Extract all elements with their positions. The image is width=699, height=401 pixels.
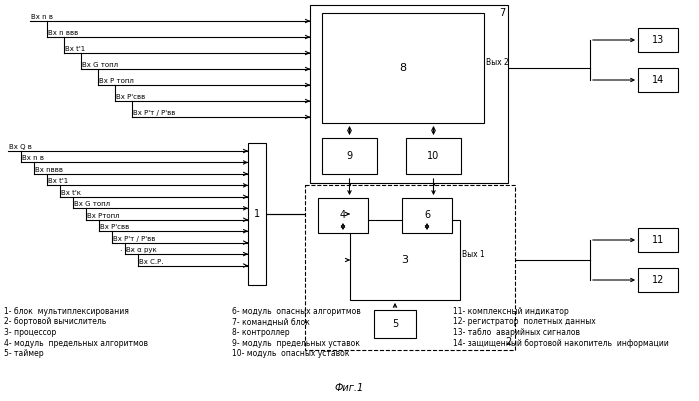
Text: Вх n ввв: Вх n ввв (48, 30, 78, 36)
Bar (350, 220, 460, 300)
Text: Вх t'к: Вх t'к (61, 190, 81, 196)
Text: Вх t'1: Вх t'1 (65, 46, 85, 52)
Text: 11- комплексный индикатор: 11- комплексный индикатор (453, 307, 569, 316)
Bar (374, 310, 416, 338)
Text: Вх P'т / P'вв: Вх P'т / P'вв (113, 236, 155, 242)
Text: 7: 7 (499, 8, 505, 18)
Text: Вх P'свв: Вх P'свв (100, 224, 129, 230)
Text: 4- модуль  предельных алгоритмов: 4- модуль предельных алгоритмов (4, 338, 148, 348)
Text: Вх G топл: Вх G топл (74, 201, 110, 207)
Text: 6: 6 (424, 211, 430, 221)
Text: 8: 8 (399, 63, 407, 73)
Text: Вх P'свв: Вх P'свв (116, 94, 145, 100)
Bar (638, 268, 678, 292)
Text: 1: 1 (254, 209, 260, 219)
Text: Вх P'т / P'вв: Вх P'т / P'вв (133, 110, 175, 116)
Text: 12- регистратор  полетных данных: 12- регистратор полетных данных (453, 318, 596, 326)
Text: 13- табло  аварийных сигналов: 13- табло аварийных сигналов (453, 328, 580, 337)
Text: 1- блок  мультиплексирования: 1- блок мультиплексирования (4, 307, 129, 316)
Text: Фиг.1: Фиг.1 (334, 383, 363, 393)
Text: 10: 10 (427, 151, 440, 161)
Text: 9: 9 (347, 151, 352, 161)
Text: 5- таймер: 5- таймер (4, 349, 43, 358)
Bar (318, 198, 368, 233)
Text: 7- командный блок: 7- командный блок (232, 318, 310, 326)
Text: 9- модуль  предельных уставок: 9- модуль предельных уставок (232, 338, 360, 348)
Bar (406, 138, 461, 174)
Text: 2- бортовой вычислитель: 2- бортовой вычислитель (4, 318, 106, 326)
Text: Вх n в: Вх n в (31, 14, 53, 20)
Text: 8- контроллер: 8- контроллер (232, 328, 289, 337)
Bar (638, 228, 678, 252)
Text: 2: 2 (506, 337, 512, 347)
Text: Вых 2: Вых 2 (486, 58, 509, 67)
Text: Вх P топл: Вх P топл (99, 78, 134, 84)
Text: Вх Pтопл: Вх Pтопл (87, 213, 120, 219)
Text: Вх t'1: Вх t'1 (48, 178, 69, 184)
Bar (305, 185, 515, 350)
Text: 11: 11 (652, 235, 664, 245)
Bar (310, 5, 508, 183)
Text: Вых 1: Вых 1 (462, 250, 484, 259)
Text: Вх α рук: Вх α рук (126, 247, 157, 253)
Text: 6- модуль  опасных алгоритмов: 6- модуль опасных алгоритмов (232, 307, 361, 316)
Bar (248, 143, 266, 285)
Bar (402, 198, 452, 233)
Text: Вх nввв: Вх nввв (35, 167, 63, 173)
Text: 14- защищенный бортовой накопитель  информации: 14- защищенный бортовой накопитель инфор… (453, 338, 669, 348)
Text: . . .: . . . (120, 244, 133, 253)
Text: Вх n в: Вх n в (22, 156, 44, 162)
Text: 10- модуль  опасных уставок: 10- модуль опасных уставок (232, 349, 350, 358)
Text: 4: 4 (340, 211, 346, 221)
Text: 13: 13 (652, 35, 664, 45)
Bar (322, 138, 377, 174)
Bar (638, 28, 678, 52)
Text: 3- процессор: 3- процессор (4, 328, 56, 337)
Bar (322, 13, 484, 123)
Text: 3: 3 (401, 255, 408, 265)
Text: 12: 12 (651, 275, 664, 285)
Text: Вх G топл: Вх G топл (82, 62, 118, 68)
Text: Вх Q в: Вх Q в (9, 144, 32, 150)
Bar (638, 68, 678, 92)
Text: 5: 5 (392, 319, 398, 329)
Text: Вх С.Р.: Вх С.Р. (139, 259, 164, 265)
Text: 14: 14 (652, 75, 664, 85)
